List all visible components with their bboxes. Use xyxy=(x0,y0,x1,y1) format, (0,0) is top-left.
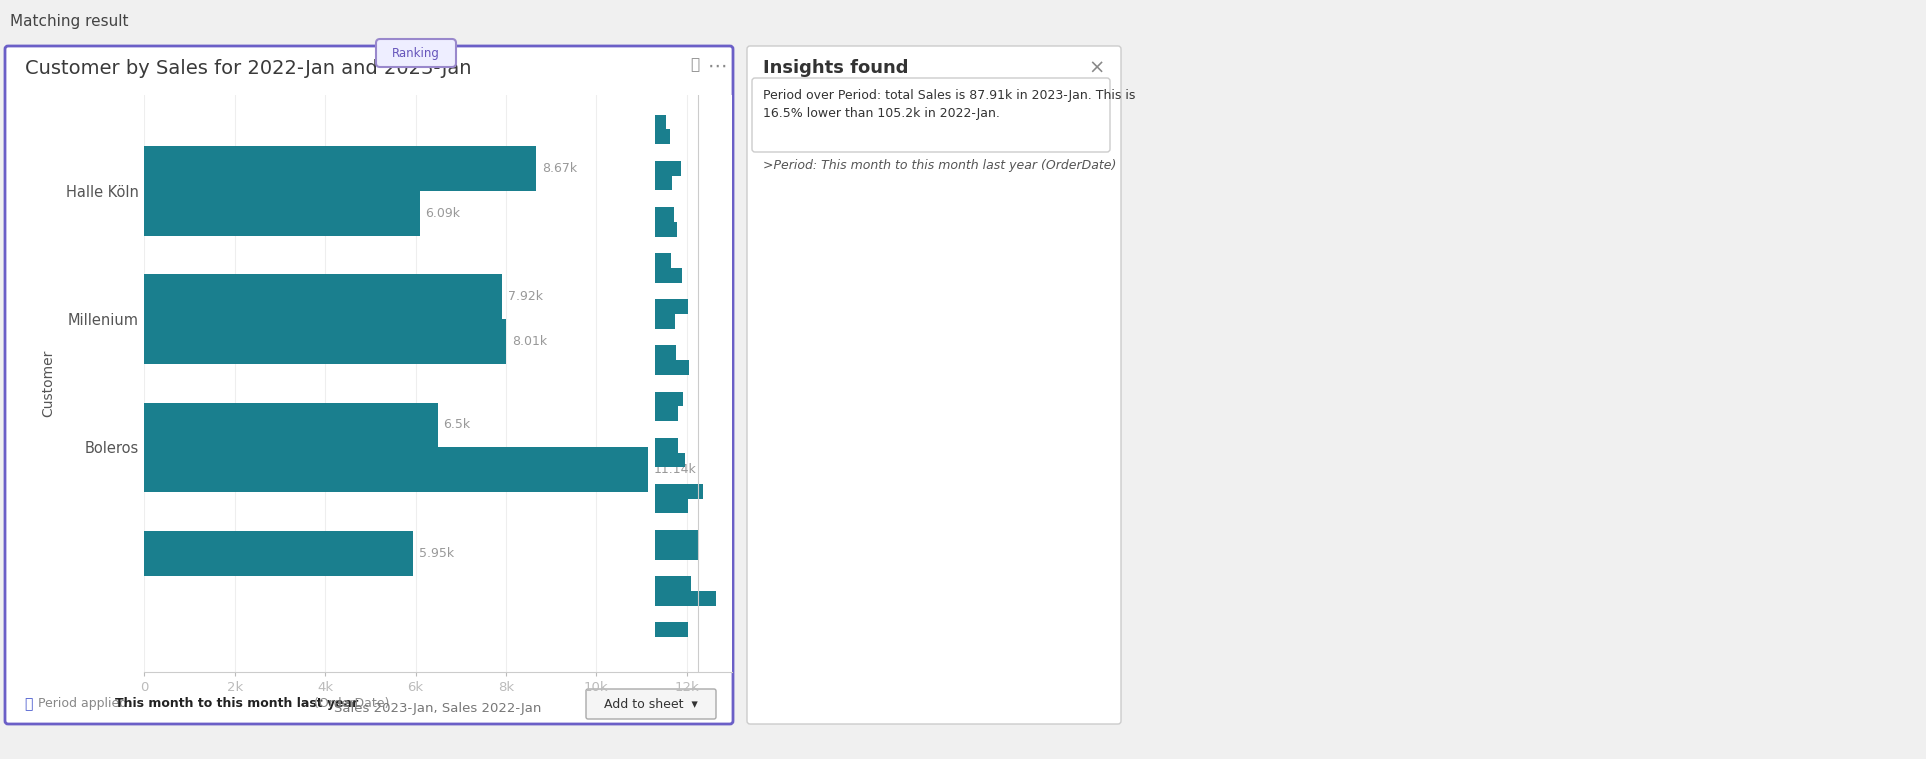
Text: Add to sheet  ▾: Add to sheet ▾ xyxy=(605,698,697,710)
Bar xyxy=(655,161,682,175)
Bar xyxy=(144,402,439,447)
Bar xyxy=(655,591,716,606)
Text: Period over Period: total Sales is 87.91k in 2023-Jan. This is: Period over Period: total Sales is 87.91… xyxy=(763,89,1134,102)
Bar xyxy=(655,254,670,268)
Text: 11.14k: 11.14k xyxy=(653,463,695,477)
Bar xyxy=(144,531,414,575)
Bar xyxy=(655,130,670,144)
Text: This month to this month last year: This month to this month last year xyxy=(116,698,358,710)
Text: ⋯: ⋯ xyxy=(709,57,728,76)
FancyBboxPatch shape xyxy=(586,689,716,719)
Text: Insights found: Insights found xyxy=(763,59,909,77)
Bar xyxy=(655,530,699,545)
Text: ⓘ: ⓘ xyxy=(23,697,33,711)
FancyBboxPatch shape xyxy=(6,46,734,724)
Text: 6.5k: 6.5k xyxy=(443,418,470,431)
Bar xyxy=(144,274,503,320)
Text: Period applied:: Period applied: xyxy=(39,698,131,710)
Text: ×: × xyxy=(1088,59,1106,78)
Bar xyxy=(144,447,647,493)
Bar xyxy=(655,576,691,591)
Text: Matching result: Matching result xyxy=(10,14,129,29)
Bar xyxy=(655,406,678,421)
FancyBboxPatch shape xyxy=(747,46,1121,724)
Text: 8.67k: 8.67k xyxy=(541,162,576,175)
Bar xyxy=(655,268,682,282)
Bar xyxy=(655,392,684,406)
Bar xyxy=(655,222,678,237)
Text: ⛶: ⛶ xyxy=(690,57,699,72)
Text: 16.5% lower than 105.2k in 2022-Jan.: 16.5% lower than 105.2k in 2022-Jan. xyxy=(763,107,1000,120)
Bar xyxy=(655,361,690,375)
Bar xyxy=(655,299,688,314)
Bar xyxy=(655,622,688,637)
Text: 6.09k: 6.09k xyxy=(426,207,460,220)
Text: >Period: This month to this month last year (OrderDate): >Period: This month to this month last y… xyxy=(763,159,1117,172)
Bar xyxy=(655,438,678,452)
Bar xyxy=(655,175,672,191)
Bar xyxy=(655,314,676,329)
Bar xyxy=(144,191,420,236)
FancyBboxPatch shape xyxy=(376,39,456,67)
Bar xyxy=(655,115,666,130)
Bar xyxy=(144,146,535,191)
Text: Ranking: Ranking xyxy=(393,46,439,59)
Bar xyxy=(655,207,674,222)
X-axis label: Sales 2023-Jan, Sales 2022-Jan: Sales 2023-Jan, Sales 2022-Jan xyxy=(335,702,541,715)
Bar xyxy=(655,545,699,559)
FancyBboxPatch shape xyxy=(751,78,1109,152)
Bar xyxy=(655,499,688,513)
Bar xyxy=(655,484,703,499)
Bar xyxy=(655,452,686,468)
Text: Customer by Sales for 2022-Jan and 2023-Jan: Customer by Sales for 2022-Jan and 2023-… xyxy=(25,59,472,78)
Bar xyxy=(144,320,507,364)
Text: (OrderDate): (OrderDate) xyxy=(310,698,389,710)
Y-axis label: Customer: Customer xyxy=(40,350,56,417)
Text: 5.95k: 5.95k xyxy=(418,546,455,559)
Text: 8.01k: 8.01k xyxy=(512,335,547,348)
Text: 7.92k: 7.92k xyxy=(508,290,543,304)
Bar xyxy=(655,345,676,361)
